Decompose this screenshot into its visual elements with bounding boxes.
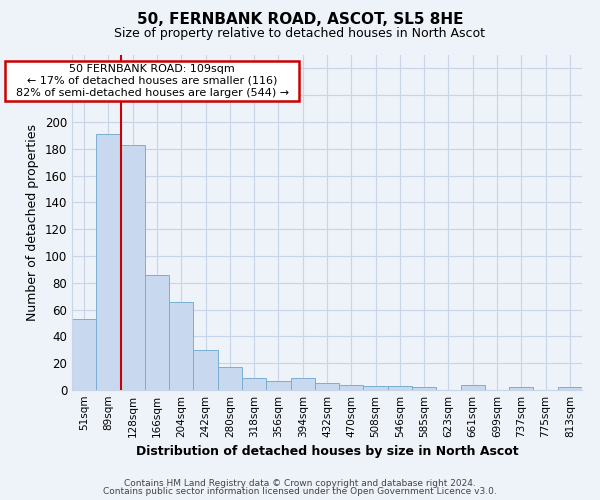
Bar [315, 384, 339, 390]
Text: 50, FERNBANK ROAD, ASCOT, SL5 8HE: 50, FERNBANK ROAD, ASCOT, SL5 8HE [137, 12, 463, 28]
Bar [266, 380, 290, 390]
Bar [509, 388, 533, 390]
Bar [558, 388, 582, 390]
Bar [461, 384, 485, 390]
Bar [364, 386, 388, 390]
Text: Contains HM Land Registry data © Crown copyright and database right 2024.: Contains HM Land Registry data © Crown c… [124, 478, 476, 488]
Bar [169, 302, 193, 390]
Text: Contains public sector information licensed under the Open Government Licence v3: Contains public sector information licen… [103, 487, 497, 496]
Bar [121, 145, 145, 390]
Text: 50 FERNBANK ROAD: 109sqm  
  ← 17% of detached houses are smaller (116)  
  82% : 50 FERNBANK ROAD: 109sqm ← 17% of detach… [8, 64, 296, 98]
Bar [388, 386, 412, 390]
Text: Size of property relative to detached houses in North Ascot: Size of property relative to detached ho… [115, 28, 485, 40]
X-axis label: Distribution of detached houses by size in North Ascot: Distribution of detached houses by size … [136, 446, 518, 458]
Bar [193, 350, 218, 390]
Bar [218, 367, 242, 390]
Bar [96, 134, 121, 390]
Bar [242, 378, 266, 390]
Bar [145, 275, 169, 390]
Bar [290, 378, 315, 390]
Bar [412, 388, 436, 390]
Bar [339, 384, 364, 390]
Bar [72, 319, 96, 390]
Y-axis label: Number of detached properties: Number of detached properties [26, 124, 39, 321]
